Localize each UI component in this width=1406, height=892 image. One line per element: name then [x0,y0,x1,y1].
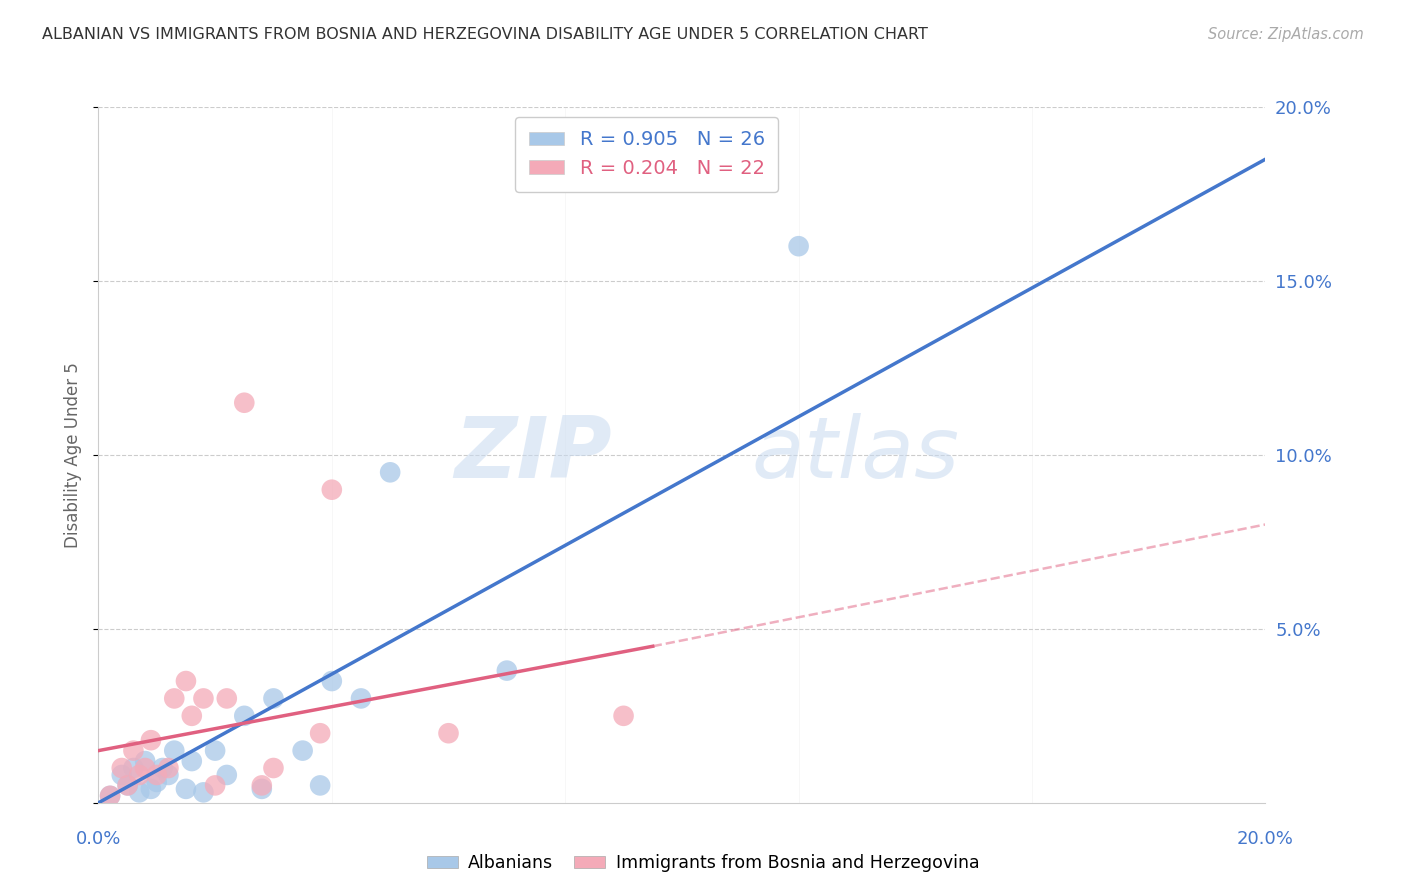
Point [309,778,332,792]
Point [250,781,273,796]
Point [350,691,373,706]
Text: ZIP: ZIP [454,413,612,497]
Point [146,768,169,782]
Text: atlas: atlas [752,413,960,497]
Point [321,674,343,689]
Text: ALBANIAN VS IMMIGRANTS FROM BOSNIA AND HERZEGOVINA DISABILITY AGE UNDER 5 CORREL: ALBANIAN VS IMMIGRANTS FROM BOSNIA AND H… [42,27,928,42]
Point [262,691,284,706]
Text: Source: ZipAtlas.com: Source: ZipAtlas.com [1208,27,1364,42]
Point [204,744,226,758]
Point [98,789,121,803]
Point [152,761,174,775]
Point [139,733,162,747]
Point [215,768,238,782]
Legend: Albanians, Immigrants from Bosnia and Herzegovina: Albanians, Immigrants from Bosnia and He… [419,847,987,879]
Point [128,768,150,782]
Point [146,775,169,789]
Text: 20.0%: 20.0% [1237,830,1294,847]
Point [174,674,197,689]
Point [180,754,202,768]
Point [233,708,256,723]
Point [193,691,215,706]
Point [180,708,202,723]
Text: 0.0%: 0.0% [76,830,121,847]
Point [378,466,402,480]
Point [117,778,139,792]
Point [174,781,197,796]
Point [163,691,186,706]
Point [128,785,150,799]
Point [495,664,517,678]
Point [111,768,134,782]
Legend: R = 0.905   N = 26, R = 0.204   N = 22: R = 0.905 N = 26, R = 0.204 N = 22 [516,117,779,192]
Point [193,785,215,799]
Point [157,768,180,782]
Point [122,744,145,758]
Point [233,396,256,410]
Point [134,761,156,775]
Point [215,691,238,706]
Point [134,754,156,768]
Point [122,761,145,775]
Point [309,726,332,740]
Y-axis label: Disability Age Under 5: Disability Age Under 5 [65,362,83,548]
Point [163,744,186,758]
Point [291,744,314,758]
Point [787,239,810,253]
Point [321,483,343,497]
Point [204,778,226,792]
Point [139,781,162,796]
Point [111,761,134,775]
Point [98,789,121,803]
Point [117,778,139,792]
Point [262,761,284,775]
Point [437,726,460,740]
Point [157,761,180,775]
Point [250,778,273,792]
Point [612,708,634,723]
